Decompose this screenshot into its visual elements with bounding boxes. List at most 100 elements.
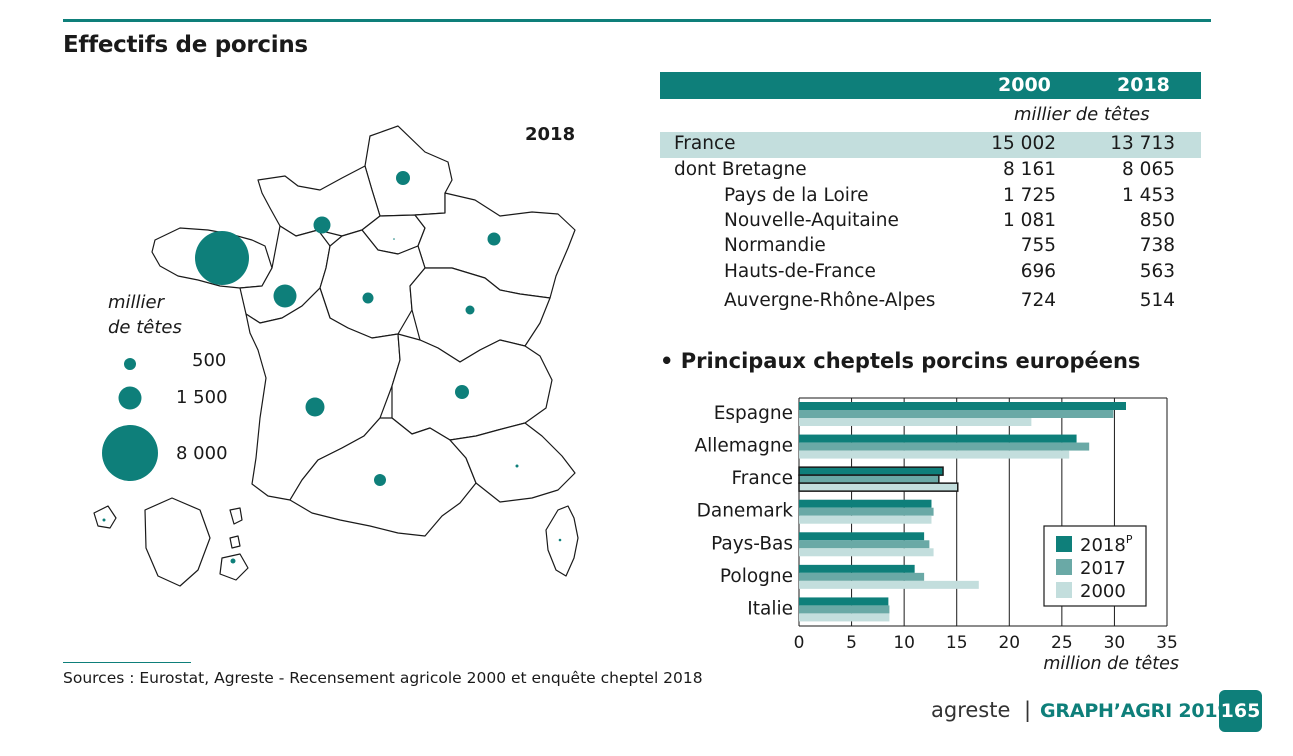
table-cell-2018: 563 <box>1139 261 1175 282</box>
table-row-label: Auvergne-Rhône-Alpes <box>724 290 936 311</box>
table-col-2018: 2018 <box>1117 74 1170 96</box>
legend-superscript: P <box>1126 533 1133 546</box>
region-mayotte <box>229 535 241 549</box>
bar-2018 <box>799 434 1077 443</box>
bar-2018 <box>798 466 944 476</box>
dot-occitanie <box>374 474 386 486</box>
bar-2017 <box>799 507 934 516</box>
region-centre-val-de-loire <box>319 229 426 339</box>
chart-title: • Principaux cheptels porcins européens <box>660 349 1141 373</box>
legend-circle-8000 <box>102 425 158 481</box>
page-title: Effectifs de porcins <box>63 32 308 58</box>
bar-2017 <box>798 474 940 484</box>
bar-2018 <box>799 564 915 573</box>
dot-corse <box>558 538 562 542</box>
bar-2017 <box>799 540 930 549</box>
dot-grand-est <box>487 232 501 246</box>
x-tick-label: 5 <box>846 633 857 653</box>
sources-rule <box>63 662 191 663</box>
x-tick-label: 25 <box>1051 633 1073 653</box>
table-cell-2000: 724 <box>1020 290 1056 311</box>
legend-label-2000: 2000 <box>1080 581 1126 602</box>
category-label: Italie <box>747 598 793 619</box>
x-tick-label: 35 <box>1156 633 1178 653</box>
x-axis-label: million de têtes <box>1043 654 1179 674</box>
x-tick-label: 0 <box>794 633 805 653</box>
region-corse <box>545 505 579 577</box>
dot-pays-de-la-loire <box>273 284 297 308</box>
table-unit: millier de têtes <box>1014 104 1150 125</box>
category-label: Danemark <box>697 501 794 522</box>
table-cell-2000: 1 081 <box>1003 210 1056 231</box>
table-row-label: Pays de la Loire <box>724 185 869 206</box>
category-label: Espagne <box>714 403 793 424</box>
bar-2018 <box>799 499 932 508</box>
legend-label-2018: 2018P <box>1080 533 1133 556</box>
footer-publication: GRAPH’AGRI 2019 <box>1040 700 1231 722</box>
legend-value-500: 500 <box>192 350 227 371</box>
bar-2000 <box>799 548 934 557</box>
table-cell-2018: 850 <box>1139 210 1175 231</box>
table-cell-2018: 8 065 <box>1122 159 1175 180</box>
x-tick-label: 30 <box>1104 633 1126 653</box>
region-guadeloupe <box>93 505 117 529</box>
bar-2018 <box>799 597 889 606</box>
bar-2000 <box>799 580 979 589</box>
sources-text: Sources : Eurostat, Agreste - Recensemen… <box>63 669 703 687</box>
table-cell-2018: 514 <box>1139 290 1175 311</box>
table-row-label: dont Bretagne <box>674 159 807 180</box>
table-header: 2000 2018 <box>660 72 1201 99</box>
bar-2000 <box>799 515 932 524</box>
legend-swatch-2000 <box>1056 582 1072 598</box>
table-cell-2000: 1 725 <box>1003 185 1056 206</box>
legend-value-1500: 1 500 <box>176 387 228 408</box>
table-cell-2000: 696 <box>1020 261 1056 282</box>
dot-nouvelle-aquitaine <box>305 397 325 417</box>
table-row-label: Nouvelle-Aquitaine <box>724 210 899 231</box>
bar-2017 <box>799 605 890 614</box>
dot-auvergne-rhone-alpes <box>455 385 469 399</box>
bar-2017 <box>799 572 925 581</box>
footer-brand: agreste <box>931 698 1011 722</box>
dot-hauts-de-france <box>396 171 410 185</box>
legend-swatch-2018 <box>1056 536 1072 552</box>
table-cell-2000: 8 161 <box>1003 159 1056 180</box>
region-reunion <box>219 553 249 581</box>
legend-label-2017: 2017 <box>1080 558 1126 579</box>
bar-2000 <box>799 613 890 622</box>
bar-2018 <box>799 532 925 541</box>
category-label: France <box>731 468 793 489</box>
table-row: Hauts-de-France 696 563 <box>660 260 1201 286</box>
legend-swatch-2017 <box>1056 559 1072 575</box>
map-year: 2018 <box>525 124 576 145</box>
bar-2000 <box>799 450 1070 459</box>
footer-separator: | <box>1024 698 1032 722</box>
bar-2017 <box>799 442 1090 451</box>
x-tick-label: 15 <box>946 633 968 653</box>
dot-reunion <box>230 558 236 564</box>
dot-normandie <box>313 216 331 234</box>
bar-2017 <box>799 410 1114 418</box>
map-legend-circles <box>102 358 158 481</box>
table-row-label: Normandie <box>724 235 826 256</box>
map-legend-unit-line1: millier <box>108 292 165 313</box>
page-number-badge: 165 <box>1219 690 1262 732</box>
bar-2000 <box>799 418 1032 426</box>
dot-ile-de-france <box>393 238 395 240</box>
legend-value-8000: 8 000 <box>176 443 228 464</box>
map-legend-unit-line2: de têtes <box>108 317 182 338</box>
map-legend-unit: millier de têtes <box>108 290 182 340</box>
table-cell-2018: 738 <box>1139 235 1175 256</box>
table-row: Normandie 755 738 <box>660 234 1201 260</box>
table-cell-2000: 755 <box>1020 235 1056 256</box>
table-row-label: Hauts-de-France <box>724 261 876 282</box>
region-hauts-de-france <box>364 125 453 217</box>
table-cell-2000: 15 002 <box>991 133 1056 154</box>
dot-paca <box>515 464 519 468</box>
table-cell-2018: 13 713 <box>1110 133 1175 154</box>
top-rule <box>63 19 1211 22</box>
region-guyane <box>144 497 211 587</box>
legend-circle-500 <box>124 358 136 370</box>
france-map <box>93 125 579 587</box>
table-row: Pays de la Loire 1 725 1 453 <box>660 184 1201 210</box>
